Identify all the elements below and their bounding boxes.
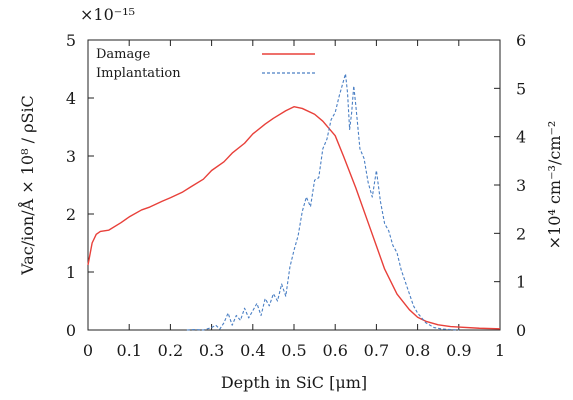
series-line-damage: [88, 107, 500, 329]
x-tick-label: 0.3: [199, 341, 224, 360]
right-y-tick-label: 0: [516, 321, 526, 340]
x-tick-label: 0.7: [364, 341, 389, 360]
right-y-axis-title: ×10⁴ cm⁻³/cm⁻²: [545, 121, 564, 250]
x-axis-ticks: 0 0.1 0.2 0.3 0.4 0.5 0.6 0.7 0.8 0.9 1: [83, 40, 505, 360]
x-tick-label: 0.6: [322, 341, 347, 360]
x-tick-label: 1: [495, 341, 505, 360]
x-axis-title: Depth in SiC [μm]: [221, 373, 367, 392]
x-tick-label: 0.9: [446, 341, 471, 360]
right-y-axis-ticks: 0 1 2 3 4 5 6: [494, 31, 526, 340]
x-tick-label: 0.2: [158, 341, 183, 360]
legend-label-damage: Damage: [96, 47, 151, 62]
left-y-tick-label: 3: [66, 147, 76, 166]
right-y-tick-label: 2: [516, 224, 526, 243]
plot-frame: [88, 40, 500, 330]
left-y-tick-label: 5: [66, 31, 76, 50]
x-tick-label: 0.8: [405, 341, 430, 360]
x-tick-label: 0: [83, 341, 93, 360]
series-line-implantation: [187, 74, 459, 330]
right-y-tick-label: 6: [516, 31, 526, 50]
series-lines: [88, 74, 500, 330]
plot-border: [88, 40, 500, 330]
right-y-tick-label: 1: [516, 273, 526, 292]
left-y-tick-label: 2: [66, 205, 76, 224]
x-tick-label: 0.5: [281, 341, 306, 360]
left-y-tick-label: 0: [66, 321, 76, 340]
right-y-tick-label: 3: [516, 176, 526, 195]
left-y-tick-label: 1: [66, 263, 76, 282]
right-y-tick-label: 4: [516, 128, 526, 147]
x-tick-label: 0.1: [116, 341, 141, 360]
legend-label-implantation: Implantation: [96, 66, 181, 81]
legend: Damage Implantation: [96, 47, 315, 81]
left-y-axis-ticks: 0 1 2 3 4 5: [66, 31, 94, 340]
left-y-axis-title: Vac/ion/Å × 10⁸ / ρSiC: [17, 95, 37, 276]
left-y-tick-label: 4: [66, 89, 76, 108]
x-tick-label: 0.4: [240, 341, 265, 360]
right-y-tick-label: 5: [516, 79, 526, 98]
left-axis-multiplier: ×10⁻¹⁵: [80, 5, 135, 24]
